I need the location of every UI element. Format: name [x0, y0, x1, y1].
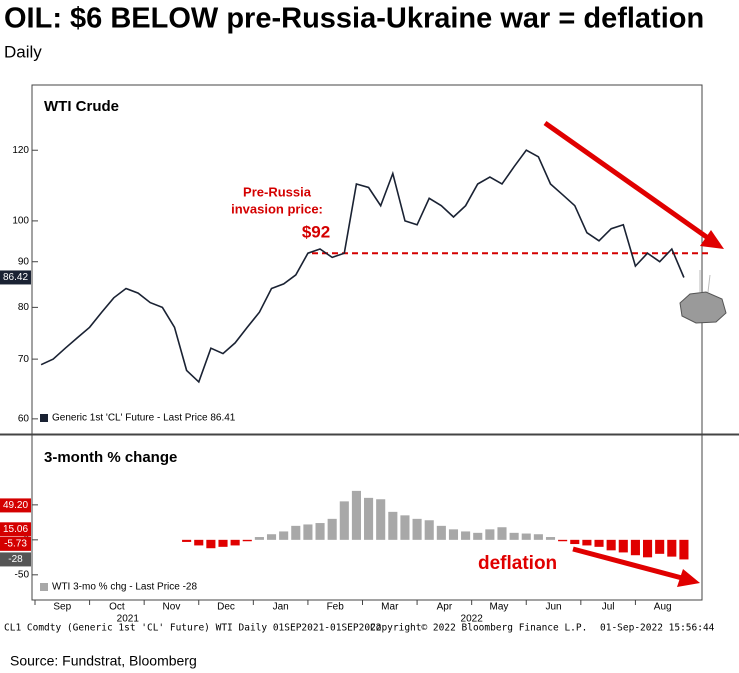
bar	[254, 537, 264, 540]
value-tag-bg	[0, 522, 31, 537]
bar	[436, 525, 446, 540]
bar	[642, 539, 653, 558]
price-tag-bg	[0, 270, 31, 285]
bar	[618, 539, 628, 553]
bar	[558, 539, 568, 542]
bar	[218, 539, 228, 547]
annotation: Pre-Russia	[243, 184, 312, 199]
bar	[424, 520, 434, 540]
bar	[497, 527, 507, 540]
bar	[242, 539, 252, 542]
bar	[461, 531, 471, 540]
x-tick-label: Dec	[217, 602, 235, 613]
bar	[400, 515, 410, 540]
x-year-label: 2022	[461, 614, 484, 625]
bar	[533, 534, 543, 540]
bar	[448, 529, 459, 540]
bar	[388, 511, 398, 540]
x-tick-label: Jan	[273, 602, 289, 613]
y-tick-label: 100	[12, 216, 29, 227]
bar	[509, 532, 519, 540]
bar	[339, 501, 349, 540]
x-tick-label: Oct	[109, 602, 125, 613]
x-tick-label: Sep	[53, 602, 71, 613]
x-tick-label: Jun	[545, 602, 561, 613]
bar	[630, 539, 640, 556]
y-tick-label: -50	[15, 569, 30, 580]
bar	[279, 531, 289, 540]
bar	[545, 537, 556, 540]
bar	[521, 533, 531, 540]
annotation: $92	[302, 223, 330, 242]
y-tick-label: 60	[18, 414, 30, 425]
bar	[351, 490, 361, 540]
source: Source: Fundstrat, Bloomberg	[10, 653, 197, 669]
y-tick-label: 90	[18, 256, 30, 267]
panel-title: WTI Crude	[44, 98, 119, 115]
x-tick-label: Feb	[327, 602, 345, 613]
bar	[667, 539, 677, 557]
bar	[364, 497, 374, 540]
chart-title: OIL: $6 BELOW pre-Russia-Ukraine war = d…	[4, 3, 704, 35]
bar	[206, 539, 216, 549]
bar	[412, 518, 422, 540]
bar	[570, 539, 580, 545]
price-tag: 86.42	[3, 272, 28, 283]
annotation: invasion price:	[231, 201, 323, 216]
legend-swatch	[40, 414, 48, 422]
x-year-label: 2021	[117, 614, 140, 625]
x-tick-label: Apr	[437, 602, 453, 613]
bar	[655, 539, 665, 554]
bar	[266, 534, 277, 540]
bar	[303, 524, 313, 540]
footer-text: CL1 Comdty (Generic 1st 'CL' Future) WTI…	[4, 623, 382, 634]
value-tag-bg	[0, 498, 31, 513]
bar	[606, 539, 616, 551]
y-tick-label: 70	[18, 354, 30, 365]
y-tick-label: 120	[12, 145, 29, 156]
value-tag: 49.20	[3, 500, 28, 511]
rock-icon	[679, 270, 727, 324]
bar	[594, 539, 604, 547]
bar	[582, 539, 592, 546]
legend-text: Generic 1st 'CL' Future - Last Price 86.…	[52, 413, 236, 424]
value-tag: -5.73	[4, 538, 27, 549]
x-tick-label: Nov	[163, 602, 181, 613]
y-tick-label: 80	[18, 302, 30, 313]
bar	[679, 539, 689, 560]
bar	[182, 539, 192, 542]
chart-subtitle: Daily	[4, 42, 42, 61]
x-tick-label: Mar	[381, 602, 399, 613]
bar	[327, 518, 337, 540]
footer-text: 01-Sep-2022 15:56:44	[600, 623, 715, 634]
value-tag-bg	[0, 536, 31, 551]
legend-swatch	[40, 583, 48, 591]
x-tick-label: Aug	[654, 602, 672, 613]
x-tick-label: Jul	[602, 602, 615, 613]
bar	[376, 499, 386, 540]
footer-text: Copyright© 2022 Bloomberg Finance L.P.	[370, 623, 587, 634]
bar	[230, 539, 240, 546]
legend-text: WTI 3-mo % chg - Last Price -28	[52, 582, 197, 593]
panel-title: 3-month % change	[44, 449, 177, 466]
bar	[473, 532, 483, 540]
value-tag-bg	[0, 552, 31, 567]
bar	[315, 523, 325, 540]
bar	[291, 525, 301, 540]
trend-arrow	[543, 120, 724, 587]
bar	[194, 539, 204, 546]
value-tag: -28	[8, 554, 23, 565]
x-tick-label: May	[490, 602, 509, 613]
price-line	[40, 149, 685, 384]
value-tag: 15.06	[3, 524, 28, 535]
annotation: deflation	[478, 553, 557, 574]
bar	[485, 529, 495, 540]
